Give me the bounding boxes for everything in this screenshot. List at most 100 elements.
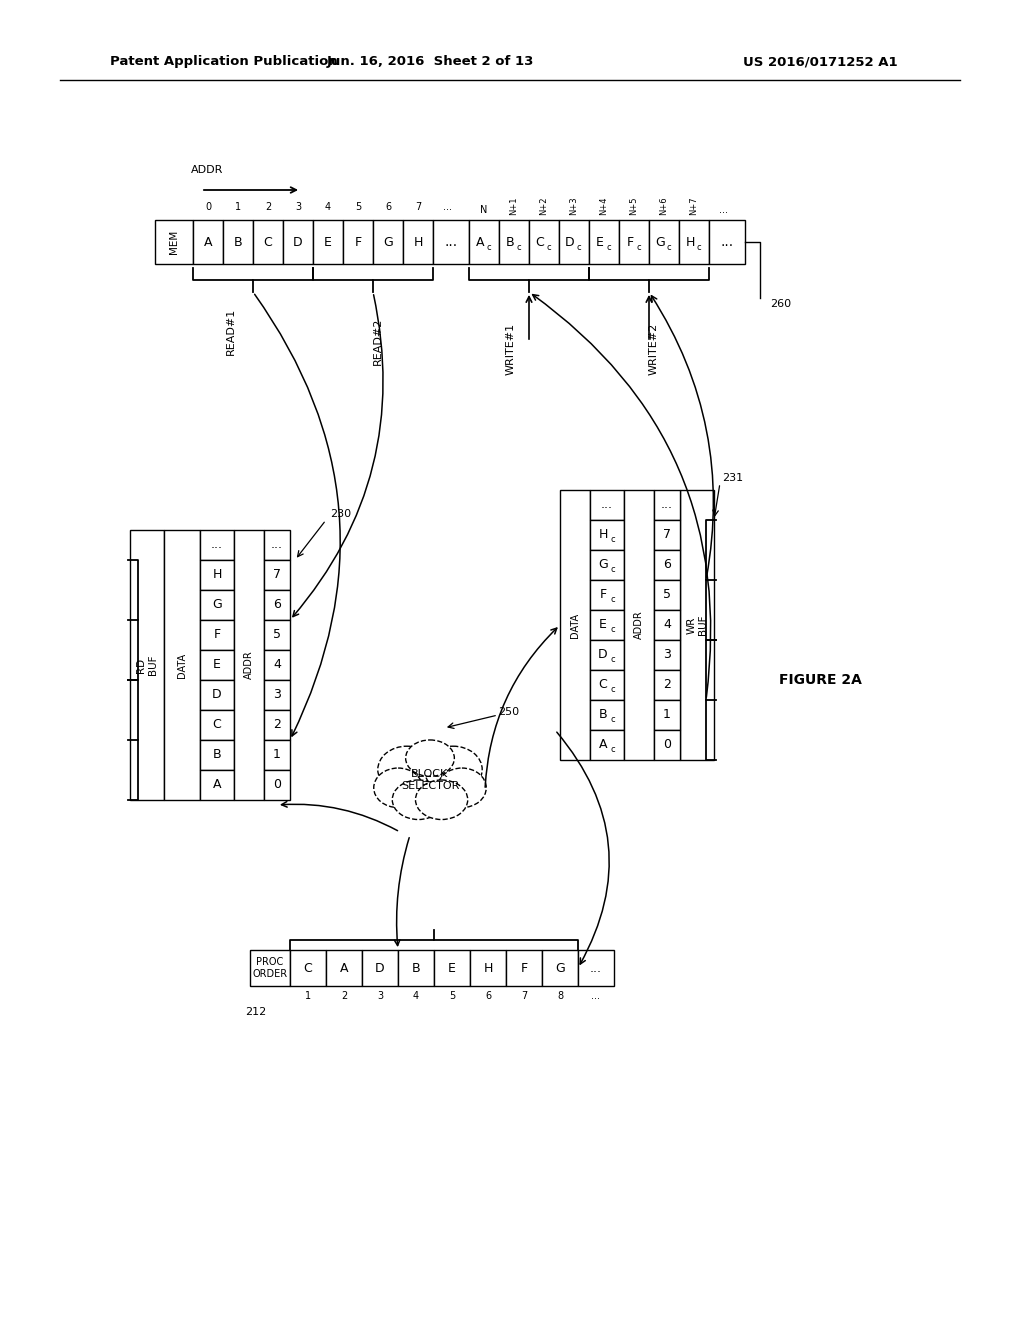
Ellipse shape (378, 746, 436, 793)
Bar (193, 220, 223, 264)
Text: N+4: N+4 (599, 197, 608, 215)
Text: 5: 5 (663, 589, 671, 602)
Text: 7: 7 (415, 202, 421, 213)
Bar (264, 531, 290, 560)
Text: c: c (610, 536, 615, 544)
Text: c: c (610, 656, 615, 664)
Text: ADDR: ADDR (244, 651, 254, 680)
Text: N+5: N+5 (630, 197, 639, 215)
Text: 2: 2 (265, 202, 271, 213)
Text: A: A (213, 779, 221, 792)
Text: A: A (476, 235, 484, 248)
Bar (679, 220, 709, 264)
Bar (470, 950, 506, 986)
Bar (343, 220, 373, 264)
Bar (403, 220, 433, 264)
Text: 6: 6 (664, 558, 671, 572)
Text: A: A (599, 738, 607, 751)
Text: N+3: N+3 (569, 197, 579, 215)
Bar (529, 220, 559, 264)
Text: c: c (667, 243, 672, 252)
Bar (264, 710, 290, 741)
Text: 1: 1 (234, 202, 241, 213)
Bar (200, 560, 234, 590)
Bar (590, 700, 624, 730)
Text: ...: ... (443, 202, 453, 213)
Text: D: D (375, 961, 385, 974)
Bar (654, 520, 680, 550)
Bar (649, 220, 679, 264)
Text: ADDR: ADDR (634, 611, 644, 639)
Bar (590, 579, 624, 610)
Text: E: E (449, 961, 456, 974)
Text: H: H (212, 569, 221, 582)
Bar (200, 531, 234, 560)
Text: c: c (486, 243, 492, 252)
Bar (654, 700, 680, 730)
Text: 0: 0 (663, 738, 671, 751)
Text: G: G (598, 558, 608, 572)
Bar (313, 220, 343, 264)
Bar (264, 649, 290, 680)
Bar (654, 579, 680, 610)
Text: 3: 3 (273, 689, 281, 701)
Bar (589, 220, 618, 264)
Text: ...: ... (721, 235, 733, 249)
Text: ...: ... (720, 205, 728, 215)
Bar (624, 490, 654, 760)
Text: ...: ... (601, 499, 613, 511)
Text: G: G (555, 961, 565, 974)
Text: PROC
ORDER: PROC ORDER (253, 957, 288, 979)
Text: 2: 2 (664, 678, 671, 692)
Bar (264, 620, 290, 649)
Text: c: c (610, 565, 615, 574)
Bar (590, 610, 624, 640)
Text: 212: 212 (245, 1007, 266, 1016)
Text: c: c (610, 715, 615, 725)
Text: DATA: DATA (177, 652, 187, 677)
Text: B: B (506, 235, 514, 248)
Bar (578, 950, 614, 986)
Text: G: G (383, 235, 393, 248)
Text: Jun. 16, 2016  Sheet 2 of 13: Jun. 16, 2016 Sheet 2 of 13 (327, 55, 534, 69)
Text: 5: 5 (355, 202, 361, 213)
Text: 230: 230 (330, 510, 351, 519)
Bar (680, 490, 714, 760)
Text: 7: 7 (273, 569, 281, 582)
Bar (164, 531, 200, 800)
Text: C: C (263, 235, 272, 248)
Bar (234, 531, 264, 800)
Bar (373, 220, 403, 264)
Text: N: N (480, 205, 487, 215)
Bar (469, 220, 499, 264)
Text: D: D (598, 648, 608, 661)
Bar (264, 590, 290, 620)
Text: B: B (412, 961, 420, 974)
Bar (398, 950, 434, 986)
Bar (326, 950, 362, 986)
Text: 3: 3 (664, 648, 671, 661)
Ellipse shape (406, 741, 455, 776)
Text: 1: 1 (273, 748, 281, 762)
Text: G: G (212, 598, 222, 611)
Text: ...: ... (444, 235, 458, 249)
Text: F: F (354, 235, 361, 248)
Text: c: c (517, 243, 521, 252)
Text: 5: 5 (449, 991, 455, 1001)
Text: c: c (637, 243, 641, 252)
Bar (590, 671, 624, 700)
Text: F: F (520, 961, 527, 974)
Text: B: B (599, 709, 607, 722)
Text: 5: 5 (273, 628, 281, 642)
Ellipse shape (416, 780, 468, 820)
Text: ...: ... (592, 991, 600, 1001)
Bar (499, 220, 529, 264)
Text: c: c (547, 243, 551, 252)
Text: 4: 4 (664, 619, 671, 631)
Text: ADDR: ADDR (191, 165, 223, 176)
Bar (290, 950, 326, 986)
Text: MEM: MEM (169, 230, 179, 255)
Bar (434, 950, 470, 986)
Text: 4: 4 (325, 202, 331, 213)
Text: 6: 6 (485, 991, 492, 1001)
